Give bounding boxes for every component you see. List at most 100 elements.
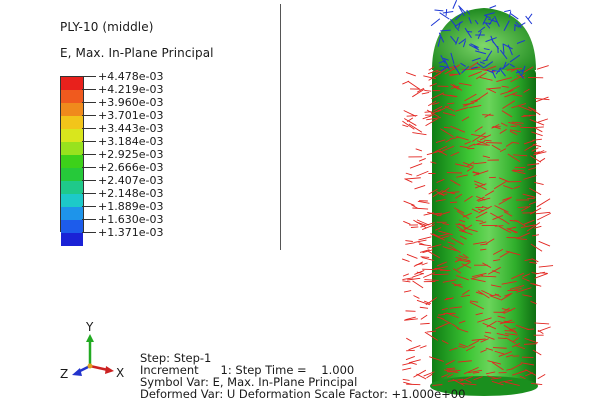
strain-vector bbox=[434, 10, 443, 11]
strain-vector bbox=[424, 90, 431, 91]
color-swatch bbox=[61, 207, 83, 220]
strain-vector bbox=[413, 296, 419, 299]
strain-vector bbox=[402, 281, 410, 282]
color-swatch bbox=[61, 220, 83, 233]
strain-vector bbox=[404, 291, 411, 293]
legend-tick: +1.371e-03 bbox=[98, 226, 268, 239]
strain-vector bbox=[526, 16, 532, 24]
strain-vector bbox=[411, 227, 418, 228]
legend-ply-title: PLY-10 (middle) bbox=[60, 20, 154, 34]
legend-tick: +3.701e-03 bbox=[98, 109, 268, 122]
axis-label-z: Z bbox=[60, 367, 68, 381]
color-swatch bbox=[61, 77, 83, 90]
strain-vector bbox=[418, 201, 430, 203]
strain-vector bbox=[443, 12, 453, 13]
legend-tick: +2.666e-03 bbox=[98, 161, 268, 174]
strain-vector bbox=[416, 171, 428, 176]
color-swatch bbox=[61, 233, 83, 246]
strain-vector bbox=[403, 221, 410, 224]
legend-tick: +3.184e-03 bbox=[98, 135, 268, 148]
legend-panel: PLY-10 (middle) E, Max. In-Plane Princip… bbox=[44, 4, 281, 250]
axis-label-x: X bbox=[116, 366, 124, 380]
strain-vector bbox=[504, 10, 510, 11]
cylinder-body bbox=[432, 68, 536, 388]
strain-vector bbox=[535, 128, 542, 132]
strain-vector bbox=[402, 259, 409, 262]
strain-vector bbox=[490, 6, 496, 9]
strain-vector bbox=[538, 374, 545, 378]
strain-vector bbox=[412, 133, 426, 135]
strain-vector bbox=[540, 158, 545, 161]
strain-vector bbox=[419, 158, 426, 161]
strain-vector bbox=[421, 315, 427, 319]
color-swatch bbox=[61, 129, 83, 142]
strain-vector bbox=[420, 307, 428, 308]
color-swatch bbox=[61, 181, 83, 194]
strain-vector bbox=[433, 274, 449, 275]
strain-vector bbox=[406, 72, 416, 76]
strain-vector bbox=[407, 116, 418, 117]
strain-vector bbox=[446, 9, 447, 16]
strain-vector bbox=[406, 350, 415, 351]
legend-tick: +2.925e-03 bbox=[98, 148, 268, 161]
color-swatch bbox=[61, 194, 83, 207]
strain-vector bbox=[413, 274, 423, 277]
strain-vector bbox=[412, 208, 428, 209]
legend-tick: +3.443e-03 bbox=[98, 122, 268, 135]
strain-vector bbox=[537, 66, 549, 70]
strain-vector bbox=[420, 346, 427, 348]
strain-vector bbox=[431, 19, 440, 26]
strain-vector bbox=[416, 149, 422, 151]
strain-vector bbox=[504, 322, 515, 323]
legend-tick: +1.630e-03 bbox=[98, 213, 268, 226]
strain-vector bbox=[418, 237, 431, 240]
strain-vector bbox=[538, 119, 548, 122]
legend-variable-title: E, Max. In-Plane Principal bbox=[60, 46, 214, 60]
strain-vector bbox=[405, 241, 412, 242]
strain-vector bbox=[422, 263, 428, 265]
color-swatch bbox=[61, 103, 83, 116]
legend-tick: +2.407e-03 bbox=[98, 174, 268, 187]
color-swatch bbox=[61, 155, 83, 168]
strain-vector bbox=[467, 31, 472, 32]
legend-tick-list: +4.478e-03 +4.219e-03 +3.960e-03 +3.701e… bbox=[98, 70, 268, 239]
strain-vector bbox=[486, 143, 502, 144]
strain-vector bbox=[453, 0, 457, 9]
strain-vector bbox=[498, 338, 506, 339]
legend-tick: +4.478e-03 bbox=[98, 70, 268, 83]
status-text-block: Step: Step-1 Increment 1: Step Time = 1.… bbox=[140, 352, 465, 400]
strain-vector bbox=[414, 185, 425, 188]
strain-vector bbox=[402, 125, 408, 127]
strain-vector bbox=[412, 89, 424, 97]
strain-vector bbox=[414, 240, 426, 242]
strain-vector bbox=[410, 164, 422, 169]
strain-vector bbox=[534, 323, 549, 324]
strain-vector bbox=[538, 327, 551, 332]
legend-tick: +4.219e-03 bbox=[98, 83, 268, 96]
strain-vector bbox=[406, 338, 411, 341]
strain-vector bbox=[403, 274, 409, 276]
strain-vector bbox=[537, 199, 550, 207]
strain-vector bbox=[420, 323, 429, 324]
strain-vector bbox=[405, 178, 421, 179]
axis-label-y: Y bbox=[86, 320, 93, 334]
strain-vector bbox=[423, 116, 432, 119]
legend-tick: +1.889e-03 bbox=[98, 200, 268, 213]
strain-vector bbox=[405, 243, 414, 245]
color-swatch bbox=[61, 90, 83, 103]
strain-vector bbox=[409, 345, 421, 349]
strain-vector bbox=[539, 266, 553, 267]
strain-vector bbox=[407, 254, 417, 258]
strain-vector bbox=[406, 173, 412, 175]
color-swatch bbox=[61, 116, 83, 129]
strain-vector bbox=[535, 212, 550, 214]
color-swatch bbox=[61, 168, 83, 181]
color-swatch bbox=[61, 142, 83, 155]
strain-vector bbox=[422, 92, 429, 94]
legend-tick: +2.148e-03 bbox=[98, 187, 268, 200]
strain-vector bbox=[440, 13, 450, 19]
strain-vector bbox=[528, 14, 532, 20]
strain-vector bbox=[539, 241, 550, 246]
legend-tick: +3.960e-03 bbox=[98, 96, 268, 109]
